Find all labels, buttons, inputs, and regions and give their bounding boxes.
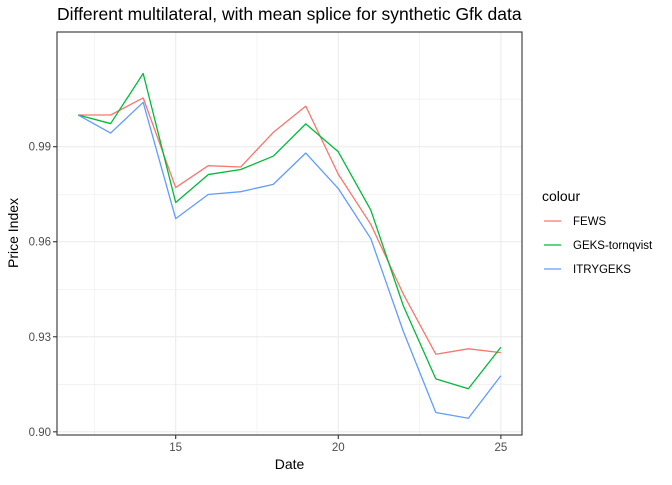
series-line-itrygeks bbox=[77, 101, 502, 419]
legend-label-itrygeks: ITRYGEKS bbox=[573, 264, 631, 276]
series-line-fews bbox=[78, 97, 501, 355]
y-tick-label: 0.93 bbox=[29, 332, 51, 344]
y-tick-label: 0.90 bbox=[29, 427, 51, 439]
y-tick-label: 0.96 bbox=[29, 237, 51, 249]
y-axis: 0.90 0.93 0.96 0.99 bbox=[29, 142, 57, 439]
series-line-geks-tornqvist bbox=[77, 72, 502, 390]
legend-label-geks-tornqvist: GEKS-tornqvist bbox=[573, 240, 653, 252]
x-axis-title: Date bbox=[275, 456, 305, 472]
panel-border bbox=[56, 31, 523, 436]
y-tick-label: 0.99 bbox=[29, 142, 51, 154]
x-tick-label: 20 bbox=[332, 442, 345, 454]
plot-panel bbox=[56, 31, 523, 436]
legend: colour FEWS GEKS-tornqvist ITRYGEKS bbox=[542, 188, 653, 278]
major-gridlines bbox=[57, 32, 522, 435]
legend-title: colour bbox=[542, 188, 580, 204]
minor-gridlines bbox=[57, 32, 522, 435]
x-tick-label: 25 bbox=[494, 442, 507, 454]
legend-label-fews: FEWS bbox=[573, 216, 607, 228]
x-tick-label: 15 bbox=[169, 442, 182, 454]
y-axis-title: Price Index bbox=[5, 198, 21, 268]
x-axis: 15 20 25 bbox=[169, 435, 507, 454]
panel-background bbox=[57, 32, 522, 435]
legend-items: FEWS GEKS-tornqvist ITRYGEKS bbox=[542, 212, 653, 278]
series-lines bbox=[77, 72, 502, 419]
chart-title: Different multilateral, with mean splice… bbox=[57, 4, 522, 24]
